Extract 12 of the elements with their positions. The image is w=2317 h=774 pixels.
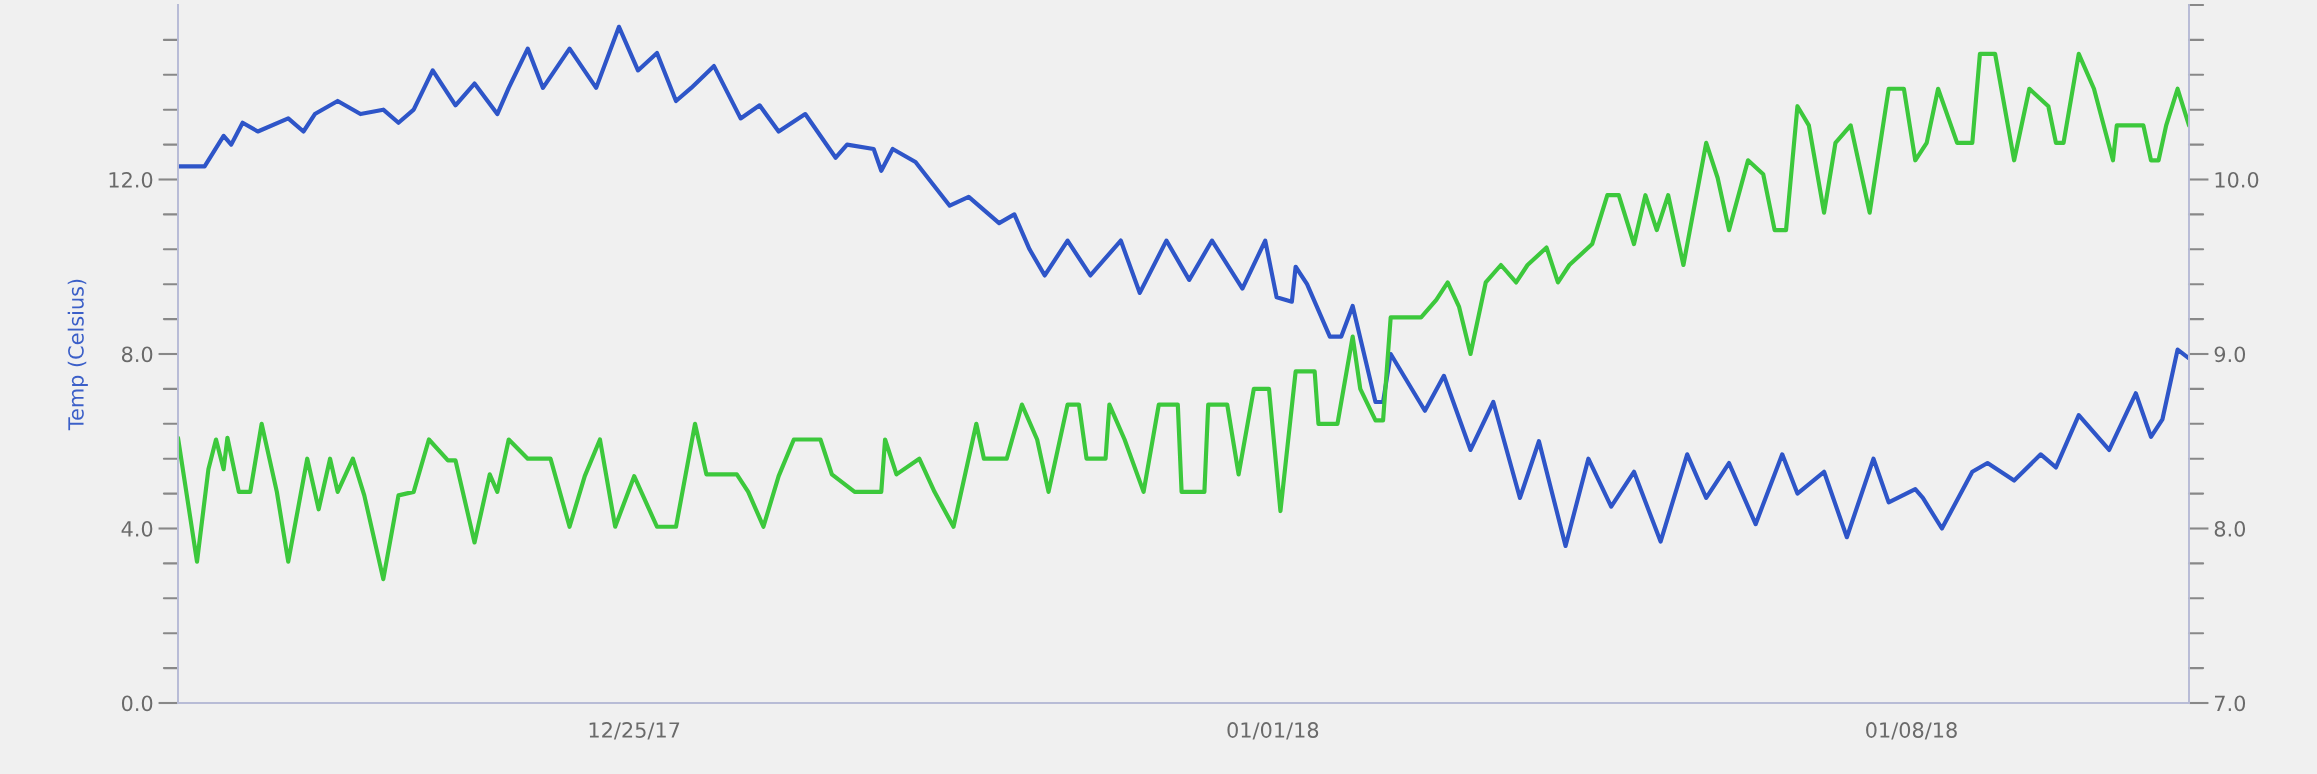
y-axis-title: Temp (Celsius) [67, 279, 88, 431]
y-tick-label: 0.0 [121, 695, 153, 712]
y-tick-label: 4.0 [121, 520, 153, 537]
y-tick-label: 12.0 [109, 171, 153, 188]
x-tick-label: 01/01/18 [1227, 722, 1319, 740]
y2-tick-label: 8.0 [2214, 520, 2246, 537]
x-tick-label: 01/08/18 [1866, 722, 1957, 740]
y2-tick-label: 9.0 [2214, 346, 2246, 363]
y2-tick-label: 10.0 [2215, 171, 2259, 188]
x-tick-label: 12/25/17 [589, 722, 680, 740]
y-tick-label: 8.0 [121, 346, 153, 363]
y2-tick-label: 7.0 [2215, 695, 2246, 712]
